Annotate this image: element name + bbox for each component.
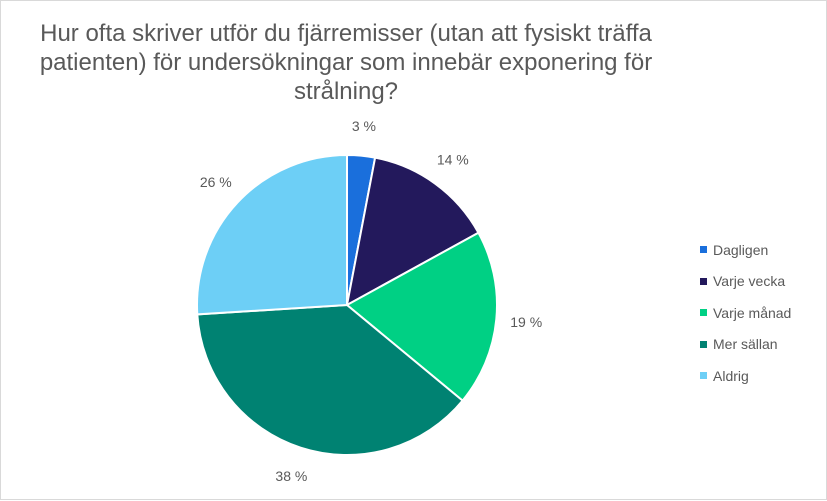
legend-swatch [700,246,707,254]
data-label: 14 % [437,151,469,167]
legend-swatch [700,277,707,285]
data-label: 26 % [200,174,232,190]
legend-item: Varje månad [700,297,791,329]
legend-item: Dagligen [700,234,791,266]
legend-label: Varje vecka [713,273,786,290]
pie-slice-mer-sällan [196,303,464,456]
pie-slice-varje-vecka [345,156,480,307]
legend-item: Aldrig [700,360,791,392]
pie-slice-aldrig [196,153,348,316]
legend-item: Mer sällan [700,329,791,361]
legend-label: Dagligen [713,241,769,258]
pie-slice-varje-månad [345,231,498,403]
legend-swatch [700,340,707,348]
legend-swatch [700,309,707,317]
data-label: 3 % [352,118,376,134]
legend: Dagligen Varje vecka Varje månad Mer sällan… [700,234,791,392]
legend-label: Varje månad [713,304,792,321]
data-label: 19 % [510,314,542,330]
legend-label: Mer sällan [713,336,778,353]
legend-item: Varje vecka [700,266,791,298]
legend-label: Aldrig [713,367,749,384]
legend-swatch [700,372,707,380]
chart-title: Hur ofta skriver utför du fjärremisser (… [39,20,653,105]
data-label: 38 % [275,468,307,484]
